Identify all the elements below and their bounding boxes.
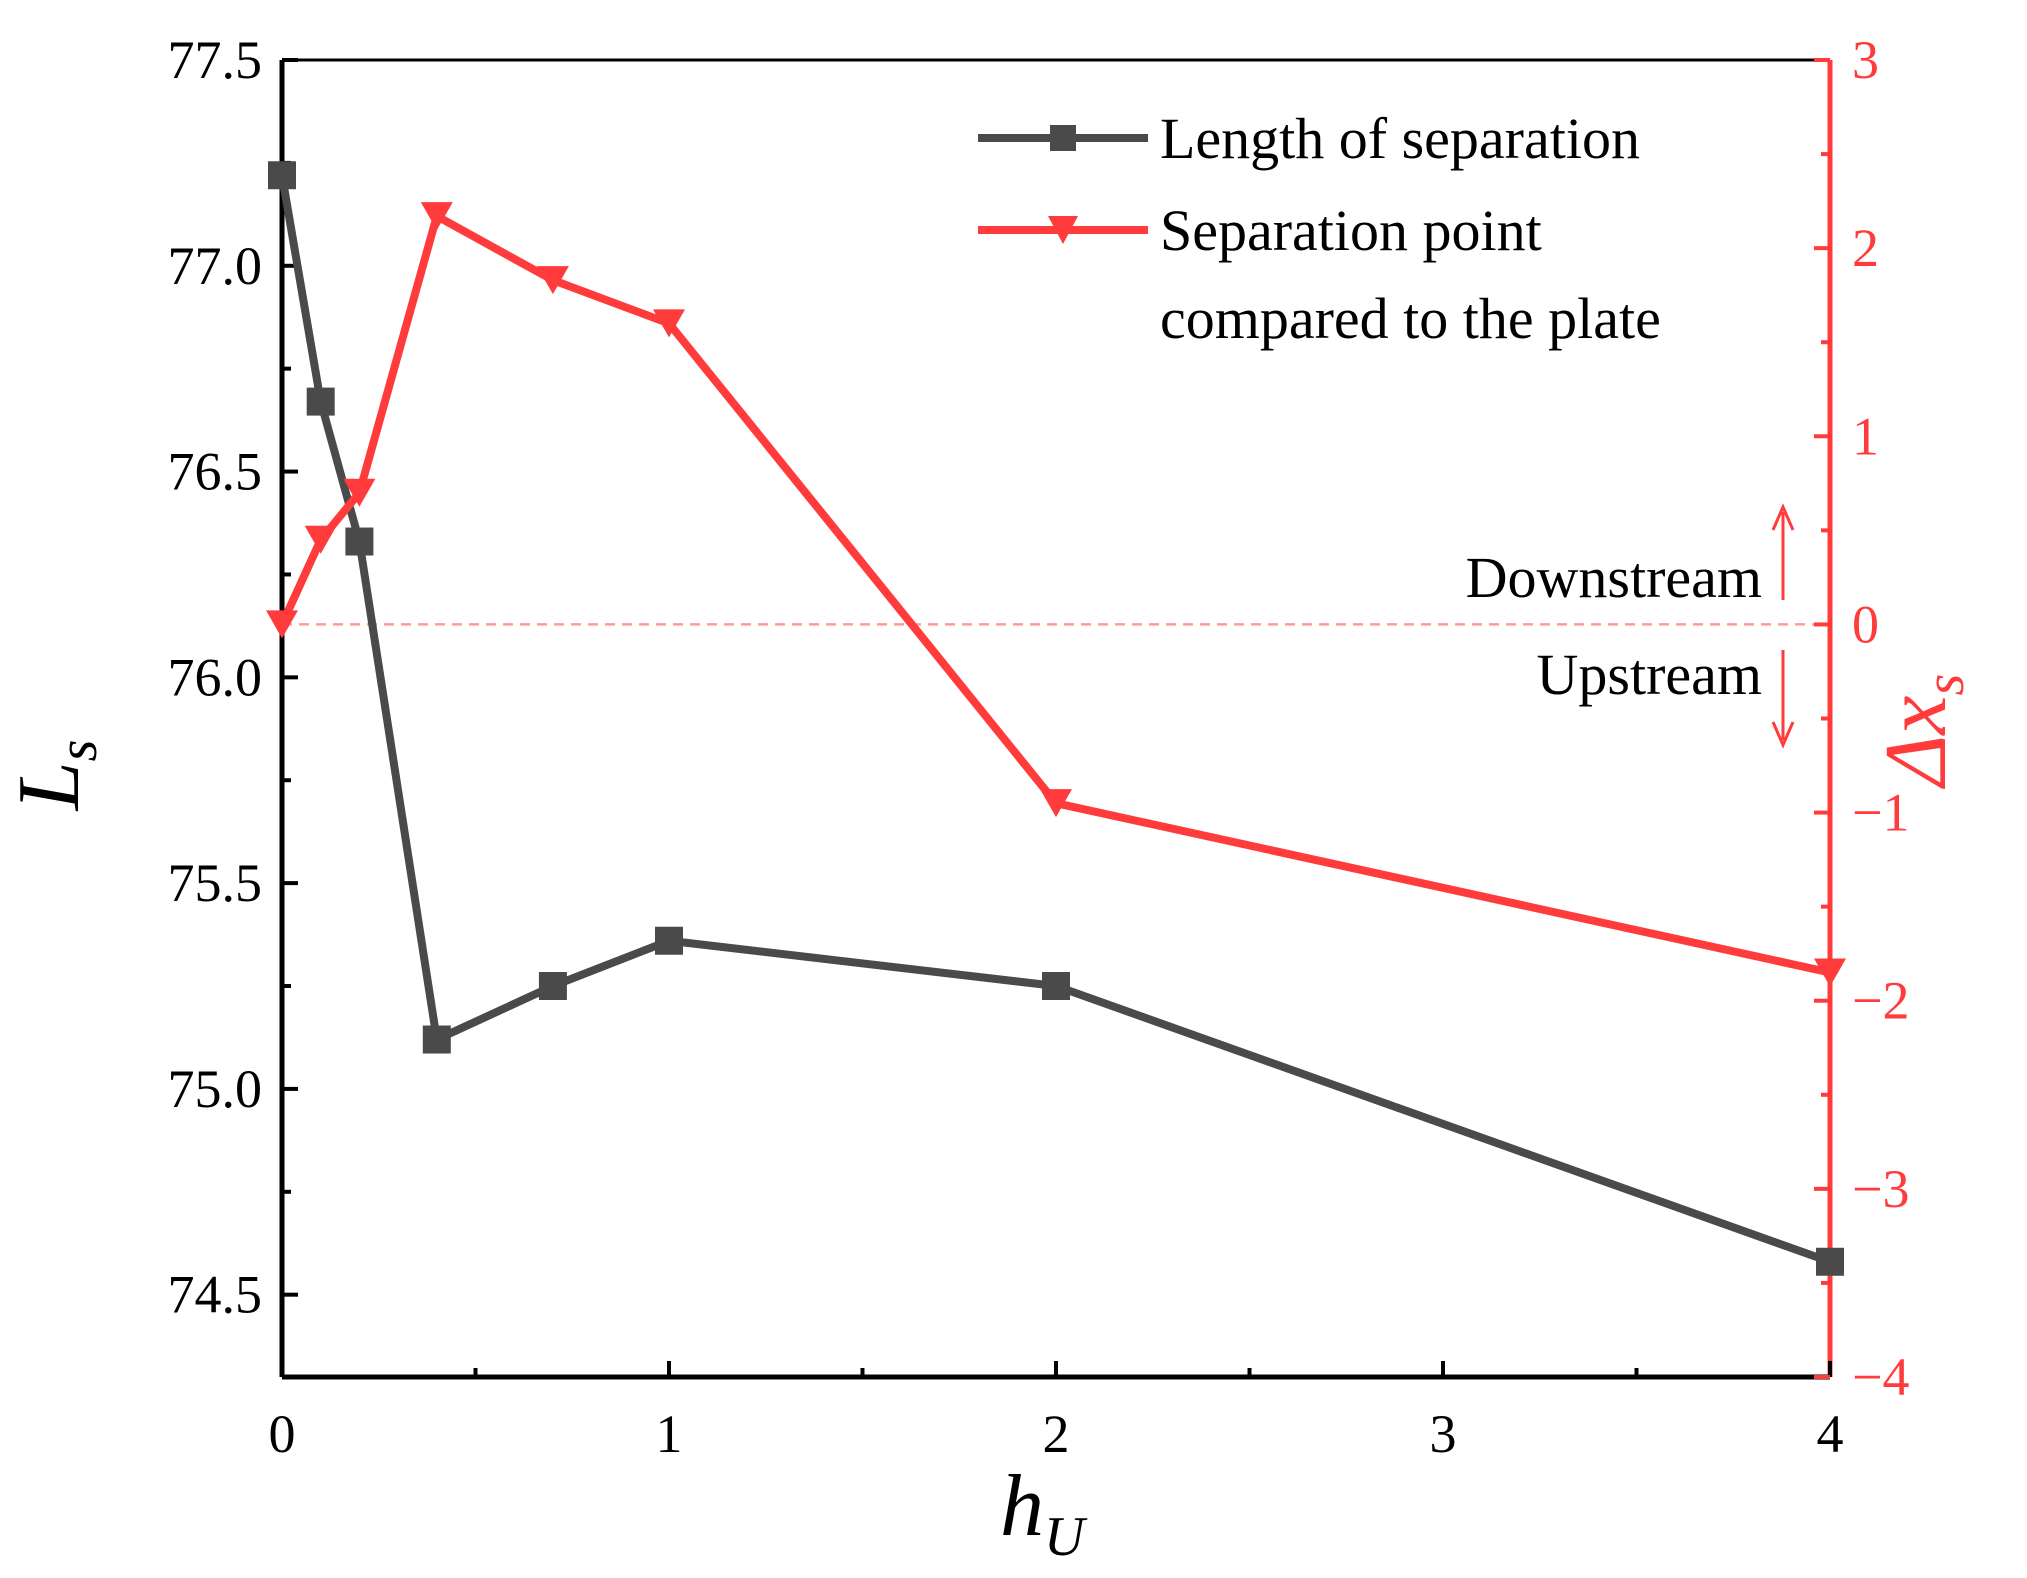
left-y-tick-label: 75.5 xyxy=(168,853,263,913)
left-y-tick-label: 76.0 xyxy=(168,647,263,707)
data-point-separation-point xyxy=(1040,789,1072,818)
annotation-downstream: Downstream xyxy=(1466,545,1762,610)
x-tick-label: 0 xyxy=(269,1404,296,1464)
right-y-tick-label: −1 xyxy=(1852,783,1909,843)
data-point-separation-point xyxy=(1814,958,1846,987)
left-y-tick-label: 77.5 xyxy=(168,30,263,90)
x-tick-label: 1 xyxy=(656,1404,683,1464)
right-y-axis-ticks: −4 −3 −2 −1 0 1 2 3 xyxy=(1814,30,1909,1407)
right-y-tick-label: −4 xyxy=(1852,1347,1909,1407)
right-y-tick-label: 0 xyxy=(1852,594,1879,654)
upstream-arrow xyxy=(1771,650,1795,749)
data-point-length-of-separation xyxy=(538,972,567,1001)
legend-label-separation-point-line1: Separation point xyxy=(1160,198,1542,263)
left-y-tick-label: 77.0 xyxy=(168,236,263,296)
left-y-tick-label: 75.0 xyxy=(168,1059,263,1119)
data-point-separation-point xyxy=(266,610,298,639)
right-y-tick-label: 2 xyxy=(1852,218,1879,278)
x-axis-ticks: 0 1 2 3 4 xyxy=(269,1361,1844,1464)
data-point-length-of-separation xyxy=(422,1025,451,1054)
data-point-separation-point xyxy=(536,266,569,295)
right-y-axis-label: Δxs xyxy=(1868,674,1976,790)
right-y-tick-label: −3 xyxy=(1852,1159,1909,1219)
data-point-length-of-separation xyxy=(268,161,296,190)
data-point-separation-point xyxy=(420,202,453,231)
x-axis-label: hU xyxy=(1000,1458,1088,1568)
x-tick-label: 2 xyxy=(1043,1404,1070,1464)
annotation-upstream: Upstream xyxy=(1537,642,1763,707)
legend: Length of separation Separation point co… xyxy=(978,106,1661,351)
x-tick-label: 3 xyxy=(1430,1404,1457,1464)
right-y-tick-label: 1 xyxy=(1852,406,1879,466)
right-y-tick-label: −2 xyxy=(1852,971,1909,1031)
data-point-length-of-separation xyxy=(345,527,374,556)
legend-marker-square xyxy=(1050,125,1076,151)
right-y-tick-label: 3 xyxy=(1852,30,1879,90)
legend-label-length-of-separation: Length of separation xyxy=(1160,106,1640,171)
downstream-arrow xyxy=(1771,503,1795,600)
data-point-length-of-separation xyxy=(1042,972,1070,1001)
left-y-tick-label: 74.5 xyxy=(168,1265,263,1325)
left-y-tick-label: 76.5 xyxy=(168,442,263,502)
x-tick-label: 4 xyxy=(1817,1404,1844,1464)
legend-marker-triangle-down xyxy=(1048,216,1078,244)
series-line-0 xyxy=(278,174,1832,1266)
left-y-axis-label: Ls xyxy=(1,740,109,813)
data-point-separation-point xyxy=(343,478,376,507)
data-point-separation-point xyxy=(304,525,337,554)
data-point-length-of-separation xyxy=(1816,1247,1844,1276)
series-layer xyxy=(266,161,1846,1276)
left-y-axis-ticks: 74.5 75.0 75.5 76.0 76.5 77.0 77.5 xyxy=(168,30,298,1325)
data-point-length-of-separation xyxy=(655,926,683,955)
legend-label-separation-point-line2: compared to the plate xyxy=(1160,286,1661,351)
data-point-separation-point xyxy=(653,309,685,338)
data-point-length-of-separation xyxy=(306,387,335,416)
